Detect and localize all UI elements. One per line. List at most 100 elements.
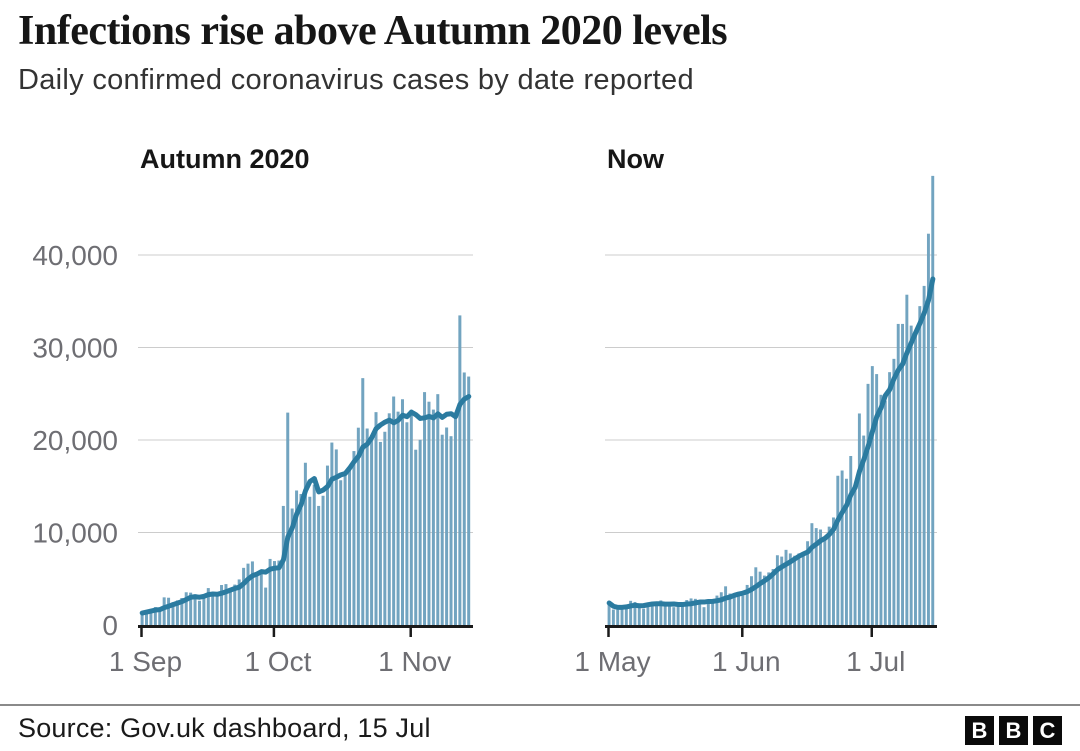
bar [771,569,775,625]
bar [436,394,440,625]
charts-canvas: 0 10,000 20,000 30,000 40,000 Autumn 2020 1 Se… [32,144,937,677]
bar [741,595,745,625]
bar [745,584,749,625]
bar [242,567,246,625]
bar [758,571,762,625]
bar [801,554,805,625]
bar [277,560,281,625]
bar [356,427,360,625]
y-tick-label: 20,000 [32,425,118,456]
bar [784,549,788,625]
bar [680,602,684,625]
chart-subtitle: Daily confirmed coronavirus cases by dat… [18,64,694,97]
bar [246,563,250,625]
bar [211,593,215,625]
bar [655,603,658,625]
panel-title: Now [607,144,665,174]
bar [167,597,171,625]
bar [171,602,175,625]
bar [162,597,166,625]
bar [303,462,307,625]
bar [449,436,453,625]
bar [453,412,457,625]
bar [237,579,241,625]
bar [788,553,792,625]
bar [184,592,188,625]
bar [255,572,259,625]
bar [888,372,892,625]
bar [698,600,702,625]
x-tick-label: 1 Jun [712,646,781,677]
bar [646,603,650,625]
bar [844,478,848,625]
bar [445,427,449,625]
bar [663,604,667,625]
bar [853,487,857,625]
bar [339,480,343,625]
bar [931,175,935,625]
bar [202,596,206,625]
bar [866,383,870,625]
bar [145,611,149,625]
bar [193,594,197,625]
bar [352,451,356,625]
bar [175,600,179,625]
bar [361,378,365,625]
bar [330,442,334,625]
bar [427,401,431,625]
bar [810,523,814,625]
bar [754,567,758,625]
bar [875,374,879,625]
bar [189,592,193,625]
bar [467,376,471,625]
bar [290,508,294,625]
bar [650,602,654,625]
bar [378,441,382,625]
bar [702,607,706,625]
bar [414,449,418,625]
bar [892,358,896,625]
bar [405,422,409,625]
x-tick-label: 1 Sep [109,646,182,677]
bar [325,465,329,625]
bar [775,555,779,625]
bar [440,434,444,625]
chart-title: Infections rise above Autumn 2020 levels [18,8,728,54]
bar [273,561,276,625]
bar [418,439,422,625]
bbc-logo: B B C [965,716,1062,745]
bar [286,412,290,625]
bar [659,600,663,625]
bar [250,561,254,625]
bar [206,588,210,625]
bar [400,399,404,625]
bar [308,496,312,625]
bar [611,609,615,625]
bar [922,285,926,625]
x-tick-label: 1 May [574,646,650,677]
bar [396,411,400,625]
bar [140,613,144,625]
bar [321,495,325,625]
bar [737,593,740,625]
x-tick-label: 1 Oct [244,646,311,677]
bar [158,608,162,625]
bar [607,602,611,625]
bar [862,435,866,625]
bar [879,394,883,625]
bar [814,528,818,625]
bar [633,601,637,625]
bar [197,600,201,625]
bar [264,587,268,625]
bbc-logo-block-b2: B [999,716,1028,745]
bar [423,392,427,625]
bar [706,602,710,625]
bar [220,585,224,625]
bar [901,323,904,625]
bar [334,449,338,625]
bar [374,412,378,625]
bar [616,609,620,625]
bar [259,572,263,625]
bar [711,601,715,625]
